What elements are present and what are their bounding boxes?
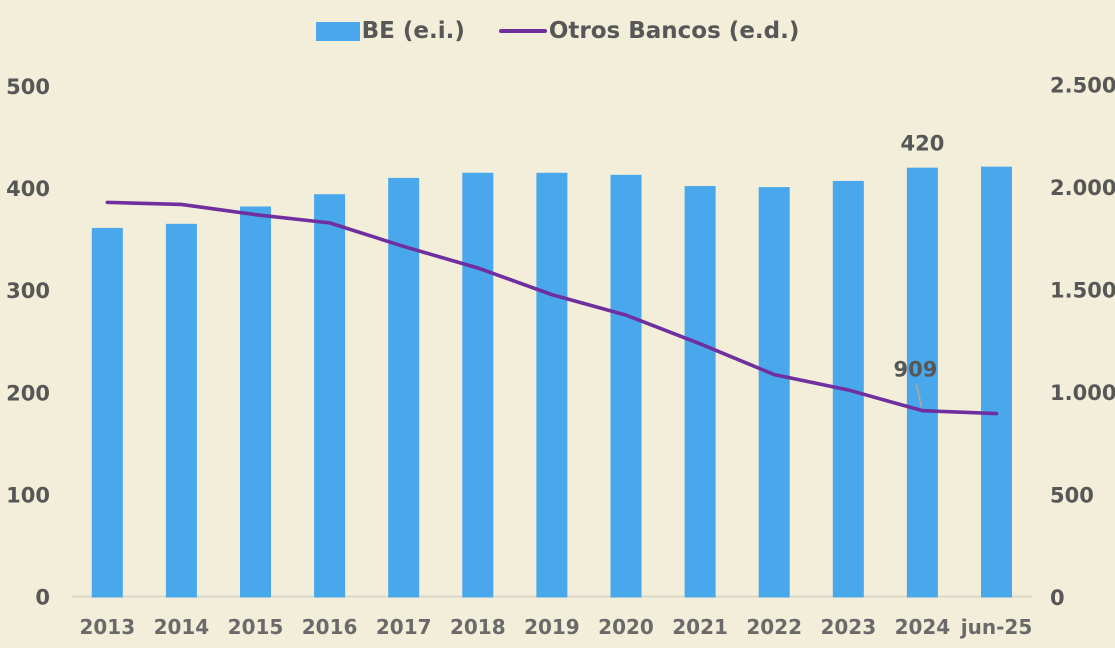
left-axis-tick: 300 [6,279,50,303]
bar-2018 [462,172,494,598]
bar-2017 [388,177,420,598]
bar-2014 [165,223,197,598]
data-label-leader-line [915,384,923,407]
left-axis-tick: 500 [6,75,50,99]
bar-2015 [240,206,271,598]
bar-data-label: 420 [900,132,944,156]
left-axis-tick: 200 [6,381,50,405]
right-axis-tick: 0 [1050,586,1065,610]
x-axis-label-2020: 2020 [598,615,654,639]
otros-bancos-line [105,200,999,416]
x-axis-label-2018: 2018 [450,615,506,639]
legend-item-otros-bancos: Otros Bancos (e.d.) [498,18,800,44]
bar-2022 [758,187,790,598]
right-axis-tick: 500 [1050,484,1094,508]
x-axis-label-2019: 2019 [524,615,580,639]
legend-label-be: BE (e.i.) [361,18,465,44]
legend-item-be: BE (e.i.) [315,18,465,44]
x-axis-label-2023: 2023 [820,615,876,639]
line-series-swatch-icon [498,29,547,33]
x-axis-label-2024: 2024 [895,615,951,639]
left-axis-tick: 100 [6,483,50,507]
bar-2021 [684,186,716,598]
right-axis-tick: 1.000 [1050,381,1115,405]
line-data-label: 909 [893,358,937,382]
right-axis-tick: 2.500 [1050,74,1115,98]
bar-2013 [91,227,123,598]
legend-label-otros-bancos: Otros Bancos (e.d.) [548,18,800,44]
right-axis-tick: 2.000 [1050,176,1115,200]
x-axis-label-2022: 2022 [746,615,802,639]
bar-series-swatch-icon [315,21,360,41]
bar-2020 [610,174,642,598]
left-axis-tick: 400 [6,177,50,201]
bar-2024 [906,167,938,598]
bar-2016 [314,194,346,598]
x-axis-label-jun-25: jun-25 [960,615,1032,639]
chart-legend: BE (e.i.) Otros Bancos (e.d.) [0,18,1115,44]
right-axis-tick: 1.500 [1050,279,1115,303]
bar-2019 [536,172,568,598]
x-axis-label-2013: 2013 [79,615,135,639]
bar-jun-25 [981,166,1012,598]
x-axis-label-2014: 2014 [154,615,210,639]
x-axis-label-2017: 2017 [376,615,432,639]
x-axis-label-2016: 2016 [302,615,358,639]
x-axis-label-2021: 2021 [672,615,728,639]
x-axis-label-2015: 2015 [228,615,284,639]
left-axis-tick: 0 [35,586,50,610]
